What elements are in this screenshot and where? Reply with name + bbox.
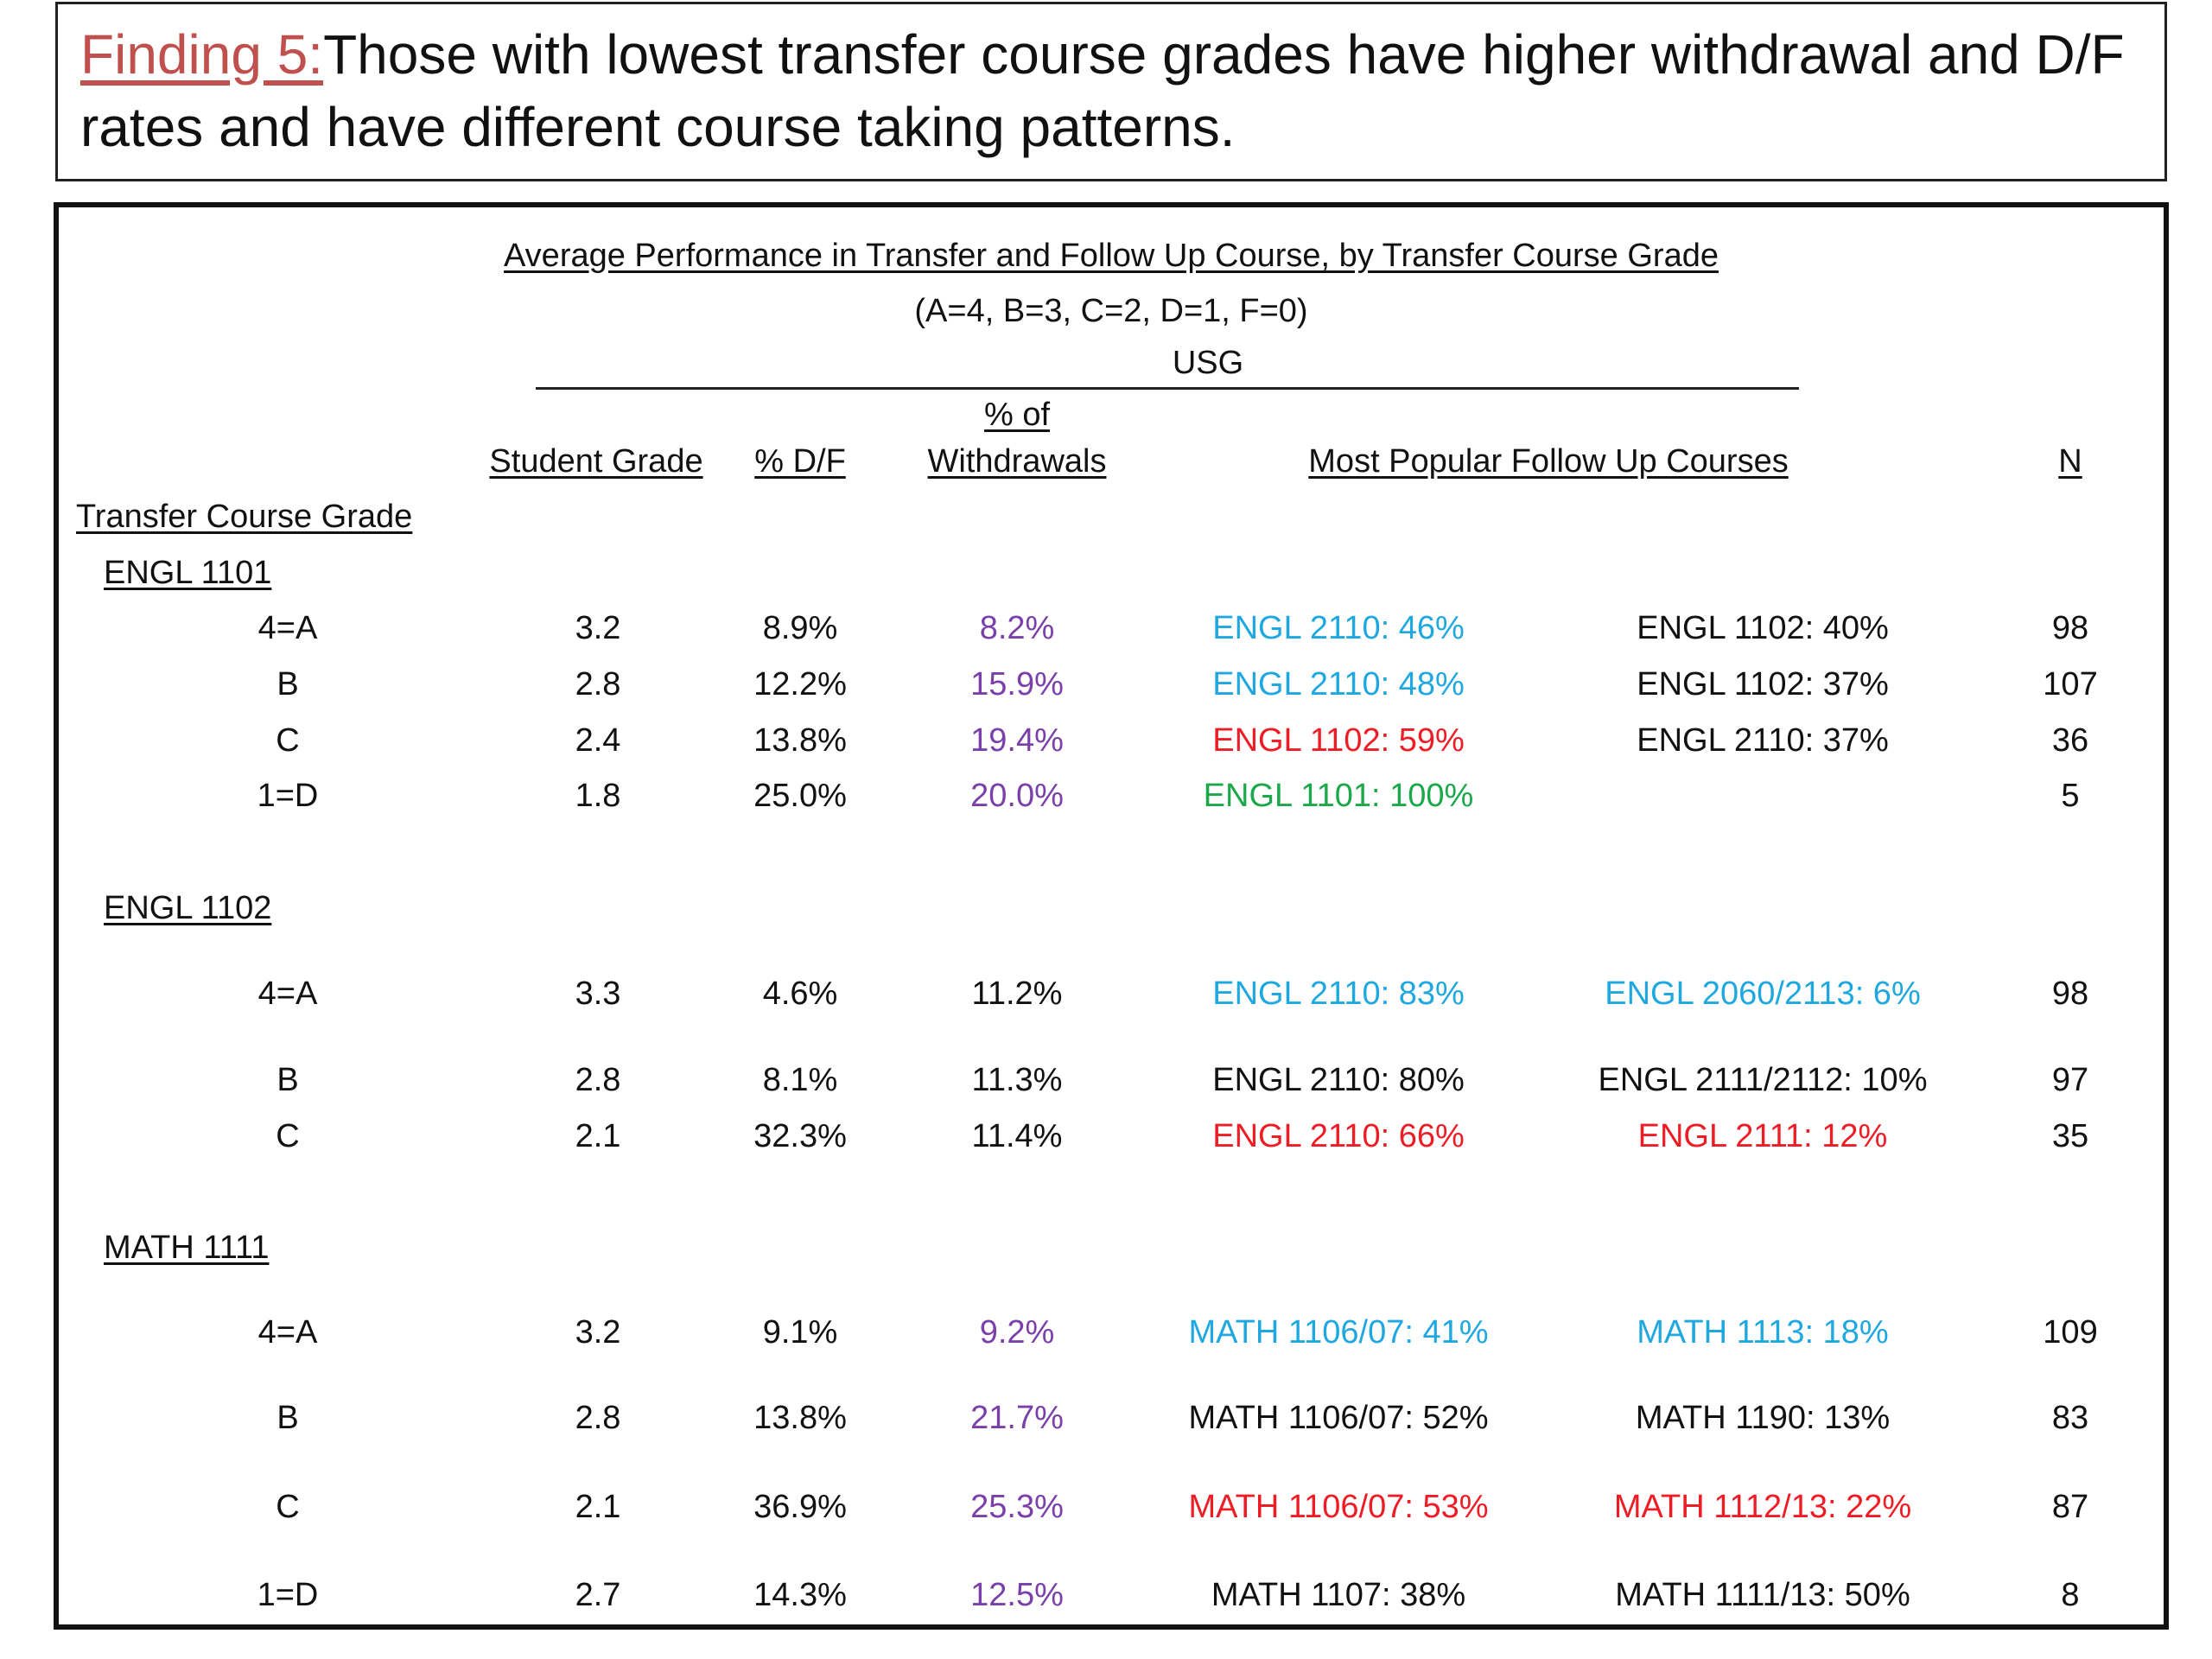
row-withdrawals: 11.3% [971, 1062, 1063, 1098]
table-group: USG [1172, 345, 1244, 381]
row-follow-up-2: MATH 1111/13: 50% [1615, 1577, 1910, 1613]
row-student-grade: 2.8 [575, 1062, 621, 1098]
row-follow-up-2: ENGL 2060/2113: 6% [1605, 976, 1921, 1012]
row-grade: B [276, 1400, 299, 1436]
row-grade: C [276, 1489, 300, 1525]
header-withdrawals: Withdrawals [927, 443, 1107, 480]
row-n: 98 [2051, 610, 2089, 646]
row-grade: C [276, 722, 300, 759]
row-student-grade: 2.8 [575, 666, 621, 702]
row-student-grade: 3.3 [575, 976, 621, 1012]
row-follow-up-2: ENGL 2110: 37% [1637, 722, 1889, 759]
row-follow-up-1: ENGL 2110: 48% [1212, 666, 1465, 702]
row-df: 14.3% [753, 1577, 847, 1613]
row-student-grade: 2.7 [575, 1577, 621, 1613]
row-grade: 4=A [257, 976, 318, 1012]
row-follow-up-2: MATH 1113: 18% [1637, 1314, 1889, 1351]
row-withdrawals: 12.5% [970, 1577, 1064, 1613]
row-df: 32.3% [753, 1118, 847, 1154]
row-n: 87 [2051, 1489, 2089, 1525]
row-grade: C [276, 1118, 300, 1154]
row-student-grade: 2.1 [575, 1489, 621, 1525]
row-withdrawals: 11.2% [971, 976, 1063, 1012]
section-engl-1102: ENGL 1102 [104, 890, 272, 926]
row-follow-up-1: MATH 1106/07: 53% [1188, 1489, 1489, 1525]
row-follow-up-1: ENGL 2110: 80% [1212, 1062, 1465, 1098]
row-follow-up-1: ENGL 1101: 100% [1203, 778, 1474, 814]
row-grade: 1=D [257, 1577, 319, 1613]
section-math-1111: MATH 1111 [104, 1230, 270, 1266]
row-follow-up-2: ENGL 2111/2112: 10% [1598, 1062, 1928, 1098]
row-withdrawals: 21.7% [970, 1400, 1064, 1436]
row-df: 36.9% [753, 1489, 847, 1525]
row-n: 98 [2051, 976, 2089, 1012]
table-title: Average Performance in Transfer and Foll… [504, 238, 1719, 274]
row-student-grade: 3.2 [575, 610, 621, 646]
row-follow-up-2: ENGL 2111: 12% [1637, 1118, 1888, 1154]
row-follow-up-1: ENGL 1102: 59% [1212, 722, 1465, 759]
row-n: 83 [2051, 1400, 2089, 1436]
header-transfer-course-grade: Transfer Course Grade [76, 499, 413, 535]
header-withdrawals-top: % of [983, 397, 1051, 433]
row-follow-up-1: MATH 1106/07: 41% [1188, 1314, 1489, 1351]
row-n: 8 [2061, 1577, 2080, 1613]
row-grade: 4=A [257, 1314, 318, 1351]
row-grade: B [276, 666, 299, 702]
row-df: 8.9% [762, 610, 838, 646]
finding-text: Those with lowest transfer course grades… [80, 23, 2125, 158]
finding-title: Finding 5:Those with lowest transfer cou… [55, 2, 2167, 181]
row-df: 12.2% [753, 666, 847, 702]
row-follow-up-2: MATH 1190: 13% [1635, 1400, 1891, 1436]
row-n: 107 [2043, 666, 2098, 702]
row-student-grade: 1.8 [575, 778, 621, 814]
row-withdrawals: 9.2% [979, 1314, 1055, 1351]
section-engl-1101: ENGL 1101 [104, 555, 272, 591]
row-df: 8.1% [762, 1062, 838, 1098]
row-df: 4.6% [762, 976, 838, 1012]
header-n: N [2058, 443, 2082, 480]
row-follow-up-1: ENGL 2110: 83% [1212, 976, 1465, 1012]
row-follow-up-2: ENGL 1102: 37% [1637, 666, 1889, 702]
table-subtitle: (A=4, B=3, C=2, D=1, F=0) [914, 293, 1308, 329]
row-withdrawals: 11.4% [971, 1118, 1063, 1154]
row-df: 25.0% [753, 778, 847, 814]
row-follow-up-2: ENGL 1102: 40% [1637, 610, 1889, 646]
row-withdrawals: 25.3% [970, 1489, 1064, 1525]
row-grade: 1=D [257, 778, 319, 814]
row-df: 13.8% [753, 1400, 847, 1436]
row-n: 109 [2043, 1314, 2098, 1351]
header-df: % D/F [754, 443, 846, 480]
row-student-grade: 3.2 [575, 1314, 621, 1351]
row-grade: 4=A [257, 610, 318, 646]
row-n: 5 [2061, 778, 2080, 814]
header-student-grade: Student Grade [489, 443, 703, 480]
results-table [54, 202, 2169, 1630]
row-follow-up-1: MATH 1106/07: 52% [1188, 1400, 1489, 1436]
row-follow-up-1: MATH 1107: 38% [1211, 1577, 1466, 1613]
row-student-grade: 2.8 [575, 1400, 621, 1436]
row-withdrawals: 20.0% [970, 778, 1064, 814]
row-withdrawals: 15.9% [970, 666, 1064, 702]
row-follow-up-1: ENGL 2110: 46% [1212, 610, 1465, 646]
row-n: 36 [2051, 722, 2089, 759]
row-grade: B [276, 1062, 299, 1098]
row-n: 35 [2051, 1118, 2089, 1154]
row-follow-up-1: ENGL 2110: 66% [1212, 1118, 1465, 1154]
row-df: 13.8% [753, 722, 847, 759]
row-df: 9.1% [762, 1314, 838, 1351]
row-student-grade: 2.1 [575, 1118, 621, 1154]
row-student-grade: 2.4 [575, 722, 621, 759]
header-follow-up: Most Popular Follow Up Courses [1308, 443, 1789, 480]
row-withdrawals: 19.4% [970, 722, 1064, 759]
row-n: 97 [2051, 1062, 2089, 1098]
group-divider [536, 387, 1799, 390]
row-follow-up-2: MATH 1112/13: 22% [1613, 1489, 1912, 1525]
row-withdrawals: 8.2% [979, 610, 1055, 646]
finding-label: Finding 5: [80, 23, 324, 86]
